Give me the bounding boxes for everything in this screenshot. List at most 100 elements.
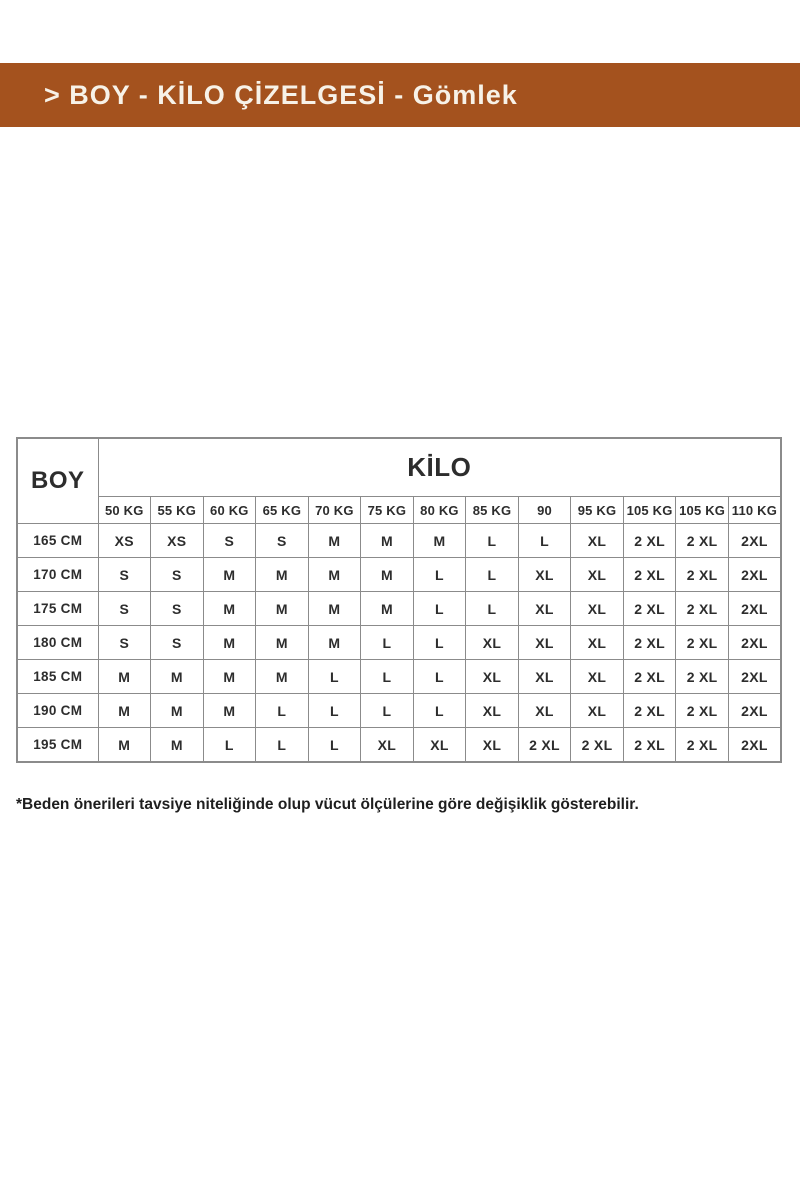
size-cell: L xyxy=(360,693,414,728)
weight-header-cell: 90 xyxy=(517,496,572,524)
size-cell: M xyxy=(307,625,362,660)
weight-header-cell: 50 KG xyxy=(97,496,152,524)
size-cell: L xyxy=(202,727,257,763)
size-cell: L xyxy=(412,693,467,728)
size-cell: 2XL xyxy=(727,625,782,660)
size-cell: M xyxy=(97,659,152,694)
size-cell: L xyxy=(307,693,362,728)
size-cell: M xyxy=(255,557,309,592)
size-cell: 2 XL xyxy=(675,659,729,694)
table-row: 170 CM S S M M M M L L XL XL 2 XL 2 XL 2XL xyxy=(16,557,782,592)
size-cell: L xyxy=(412,625,467,660)
size-cell: L xyxy=(465,591,519,626)
size-cell: XL xyxy=(570,693,624,728)
size-cell: M xyxy=(360,523,414,558)
weight-header-cell: 70 KG xyxy=(307,496,362,524)
height-cell: 165 CM xyxy=(16,523,99,558)
size-cell: XL xyxy=(412,727,467,763)
size-cell: XS xyxy=(97,523,152,558)
size-cell: 2 XL xyxy=(622,625,677,660)
size-cell: L xyxy=(412,557,467,592)
size-cell: M xyxy=(202,659,257,694)
size-cell: M xyxy=(307,557,362,592)
page-title: > BOY - KİLO ÇİZELGESİ - Gömlek xyxy=(44,79,518,110)
height-cell: 175 CM xyxy=(16,591,99,626)
weight-header-cell: 105 KG xyxy=(622,496,677,524)
size-cell: L xyxy=(255,727,309,763)
size-cell: S xyxy=(97,591,152,626)
table-row: 165 CM XS XS S S M M M L L XL 2 XL 2 XL 2XL xyxy=(16,523,782,558)
title-bar: > BOY - KİLO ÇİZELGESİ - Gömlek xyxy=(0,63,800,127)
size-cell: XL xyxy=(465,659,519,694)
weight-header-cell: 60 KG xyxy=(202,496,257,524)
size-cell: 2 XL xyxy=(622,693,677,728)
size-cell: 2XL xyxy=(727,557,782,592)
size-cell: L xyxy=(465,557,519,592)
size-cell: XL xyxy=(570,557,624,592)
height-cell: 195 CM xyxy=(16,727,99,763)
size-cell: XL xyxy=(465,693,519,728)
size-cell: M xyxy=(360,557,414,592)
size-cell: XL xyxy=(570,625,624,660)
weight-header-cell: 95 KG xyxy=(570,496,624,524)
size-cell: L xyxy=(307,727,362,763)
size-cell: 2XL xyxy=(727,727,782,763)
size-cell: M xyxy=(255,659,309,694)
size-cell: L xyxy=(412,591,467,626)
size-cell: S xyxy=(255,523,309,558)
size-cell: 2 XL xyxy=(675,693,729,728)
size-cell: XL xyxy=(570,659,624,694)
size-cell: XL xyxy=(465,625,519,660)
weight-header-row: 50 KG 55 KG 60 KG 65 KG 70 KG 75 KG 80 KG 85 KG… xyxy=(17,496,782,524)
table-row: 190 CM M M M L L L L XL XL XL 2 XL 2 XL 2XL xyxy=(16,693,782,728)
weight-header-cell: 55 KG xyxy=(150,496,204,524)
size-cell: S xyxy=(150,625,204,660)
size-cell: M xyxy=(202,625,257,660)
table-row: 185 CM M M M M L L L XL XL XL 2 XL 2 XL 2XL xyxy=(16,659,782,694)
size-cell: 2 XL xyxy=(622,727,677,763)
size-cell: XL xyxy=(517,625,572,660)
size-chart-table: BOY KİLO 50 KG 55 KG 60 KG 65 KG 70 KG 75 KG 8… xyxy=(16,437,782,763)
size-cell: 2XL xyxy=(727,591,782,626)
weight-header-cell: 80 KG xyxy=(412,496,467,524)
height-axis-label: BOY xyxy=(16,437,99,524)
size-cell: M xyxy=(412,523,467,558)
size-cell: M xyxy=(97,693,152,728)
size-cell: S xyxy=(150,557,204,592)
weight-header-cell: 105 KG xyxy=(675,496,729,524)
table-row: 175 CM S S M M M M L L XL XL 2 XL 2 XL 2XL xyxy=(16,591,782,626)
size-cell: 2 XL xyxy=(675,591,729,626)
size-cell: XL xyxy=(517,591,572,626)
size-cell: M xyxy=(360,591,414,626)
size-cell: 2 XL xyxy=(570,727,624,763)
size-cell: 2 XL xyxy=(622,591,677,626)
size-cell: M xyxy=(202,693,257,728)
size-cell: XS xyxy=(150,523,204,558)
weight-header-cell: 110 KG xyxy=(727,496,782,524)
size-cell: L xyxy=(465,523,519,558)
size-cell: 2 XL xyxy=(675,557,729,592)
size-cell: XL xyxy=(465,727,519,763)
size-cell: M xyxy=(150,693,204,728)
size-cell: 2 XL xyxy=(675,727,729,763)
size-cell: S xyxy=(150,591,204,626)
size-cell: 2XL xyxy=(727,659,782,694)
size-cell: L xyxy=(255,693,309,728)
weight-header-cell: 75 KG xyxy=(360,496,414,524)
size-cell: M xyxy=(307,523,362,558)
size-cell: M xyxy=(255,625,309,660)
size-cell: 2XL xyxy=(727,693,782,728)
size-chart: BOY KİLO 50 KG 55 KG 60 KG 65 KG 70 KG 75 KG 8… xyxy=(16,437,782,763)
size-cell: S xyxy=(97,557,152,592)
size-cell: M xyxy=(202,591,257,626)
size-cell: L xyxy=(360,659,414,694)
footnote: *Beden önerileri tavsiye niteliğinde olu… xyxy=(16,796,639,813)
size-cell: 2 XL xyxy=(675,625,729,660)
size-cell: L xyxy=(307,659,362,694)
size-cell: M xyxy=(307,591,362,626)
weight-group-label: KİLO xyxy=(97,437,782,497)
size-cell: M xyxy=(97,727,152,763)
size-cell: M xyxy=(255,591,309,626)
size-cell: 2XL xyxy=(727,523,782,558)
